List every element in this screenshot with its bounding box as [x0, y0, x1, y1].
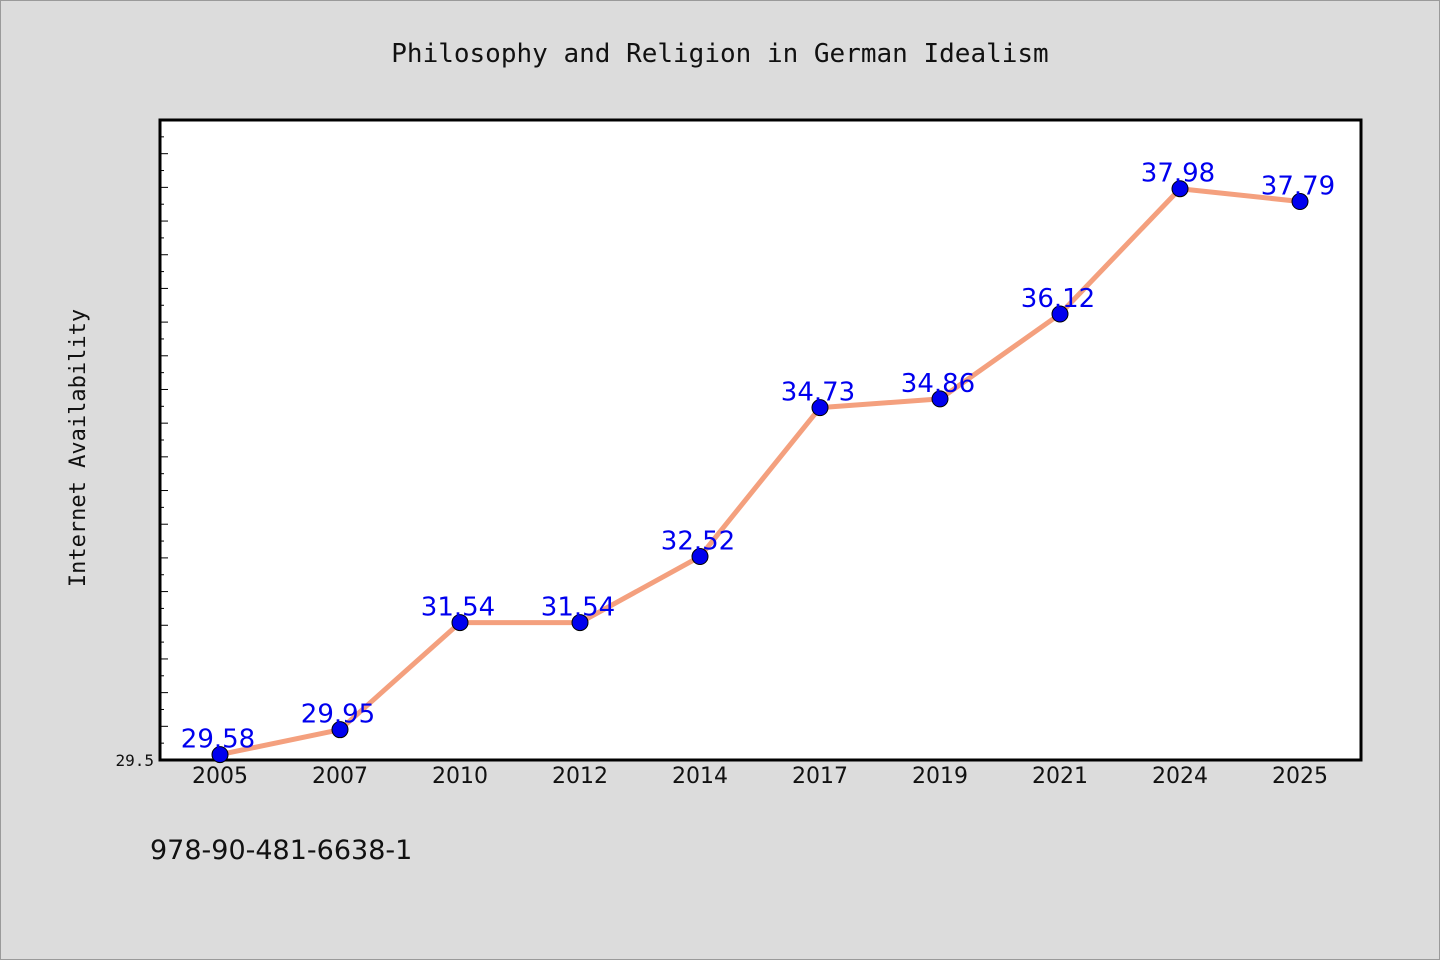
x-tick-label: 2014: [672, 764, 728, 789]
x-tick-label: 2024: [1152, 764, 1208, 789]
data-point-marker: [571, 614, 589, 632]
x-tick-label: 2007: [312, 764, 368, 789]
data-labels: 29.58 29.95 31.54 31.54 32.52 34.73 34.86 36.12…: [181, 159, 1335, 755]
data-point-marker: [1051, 305, 1069, 323]
data-label: 32.52: [661, 527, 735, 557]
x-tick-label: 2012: [552, 764, 608, 789]
x-axis-tick-labels: 2005 2007 2010 2012 2014 2017 2019 2021 2024 2025: [192, 764, 1328, 789]
y-axis-label: Internet Availability: [66, 309, 91, 587]
data-label: 29.58: [181, 725, 255, 755]
series-polyline: [217, 186, 1303, 758]
data-point-marker: [691, 548, 709, 566]
y-axis-tick-labels: 29.5: [115, 751, 154, 770]
y-tick-label: 29.5: [115, 751, 154, 770]
series-line: [217, 186, 1303, 758]
data-point-marker: [811, 399, 829, 417]
data-label: 37.98: [1141, 159, 1215, 189]
x-tick-label: 2019: [912, 764, 968, 789]
isbn-footer: 978-90-481-6638-1: [150, 835, 413, 866]
data-point-marker: [931, 390, 949, 408]
x-tick-label: 2021: [1032, 764, 1088, 789]
data-point-marker: [1291, 193, 1309, 211]
data-label: 31.54: [421, 593, 495, 623]
chart-title: Philosophy and Religion in German Ideali…: [391, 39, 1048, 69]
plot-area: [158, 118, 1363, 762]
data-point-marker: [211, 746, 229, 764]
y-axis-ticks: [160, 119, 168, 761]
x-tick-label: 2010: [432, 764, 488, 789]
data-point-marker: [1171, 180, 1189, 198]
data-label: 37.79: [1261, 172, 1335, 202]
data-label: 36.12: [1021, 284, 1095, 314]
data-point-marker: [451, 614, 469, 632]
data-label: 31.54: [541, 593, 615, 623]
data-label: 34.86: [901, 369, 975, 399]
data-point-marker: [331, 721, 349, 739]
x-tick-label: 2005: [192, 764, 248, 789]
x-tick-label: 2025: [1272, 764, 1328, 789]
x-tick-label: 2017: [792, 764, 848, 789]
data-label: 29.95: [301, 700, 375, 730]
data-label: 34.73: [781, 378, 855, 408]
data-markers: [211, 180, 1309, 764]
